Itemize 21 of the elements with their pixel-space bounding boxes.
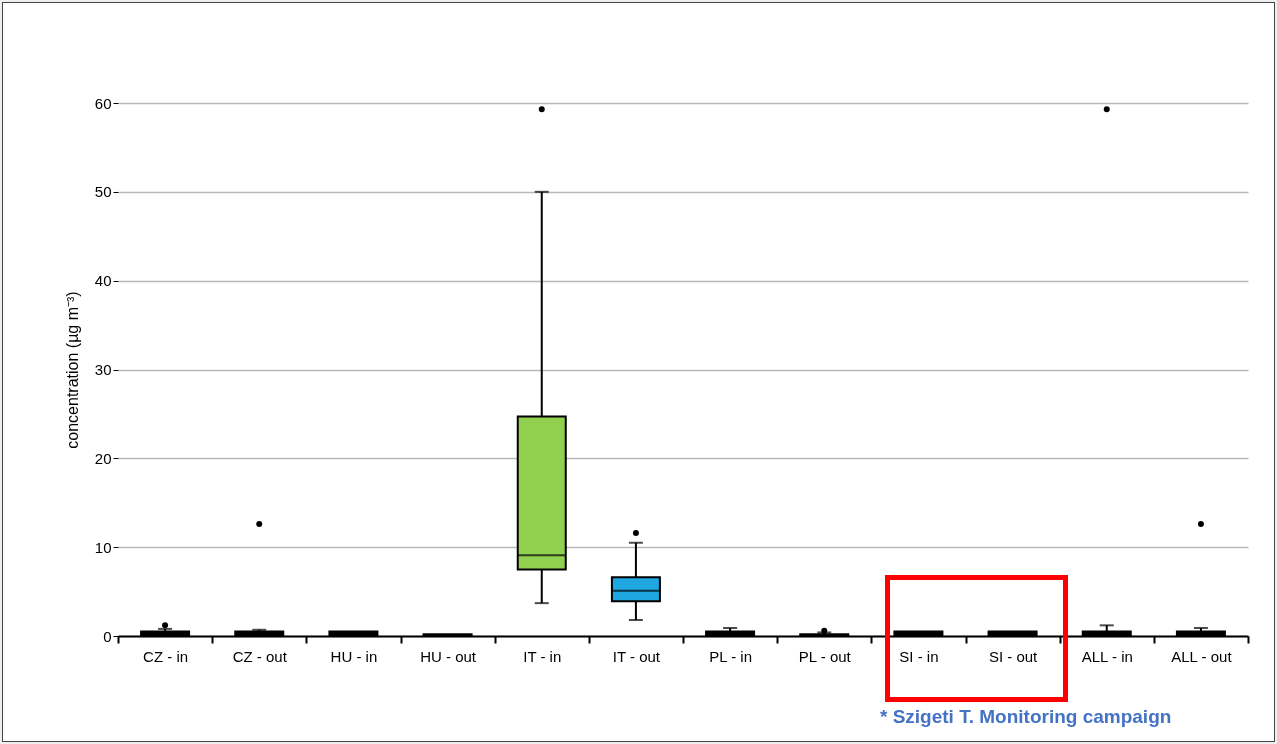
- x-tick-label: PL - in: [709, 647, 752, 665]
- y-tick-label: 0: [103, 627, 112, 645]
- y-axis-title: concentration (µg m⁻³): [63, 291, 81, 449]
- y-tick-label: 30: [94, 361, 112, 378]
- x-tick-label: SI - in: [899, 647, 939, 665]
- x-tick-label: IT - in: [523, 647, 562, 665]
- x-tick-label: CZ - in: [143, 647, 189, 665]
- x-tick-label: SI - out: [988, 647, 1039, 665]
- x-tick-label: HU - in: [330, 647, 378, 665]
- y-tick-label: 60: [94, 94, 112, 112]
- x-tick-label: HU - out: [420, 647, 477, 665]
- x-tick-label: IT - out: [612, 647, 661, 665]
- text: * Szigeti T. Monitoring campaign: [880, 706, 1172, 728]
- x-tick-label: ALL - in: [1081, 647, 1133, 665]
- x-tick-label: CZ - out: [232, 647, 288, 665]
- y-tick-label: 10: [94, 538, 112, 556]
- y-tick-label: 50: [94, 183, 112, 201]
- x-tick-label: PL - out: [798, 647, 852, 665]
- y-tick-label: 20: [94, 449, 112, 467]
- x-tick-label: ALL - out: [1171, 647, 1233, 665]
- y-tick-label: 40: [94, 272, 112, 290]
